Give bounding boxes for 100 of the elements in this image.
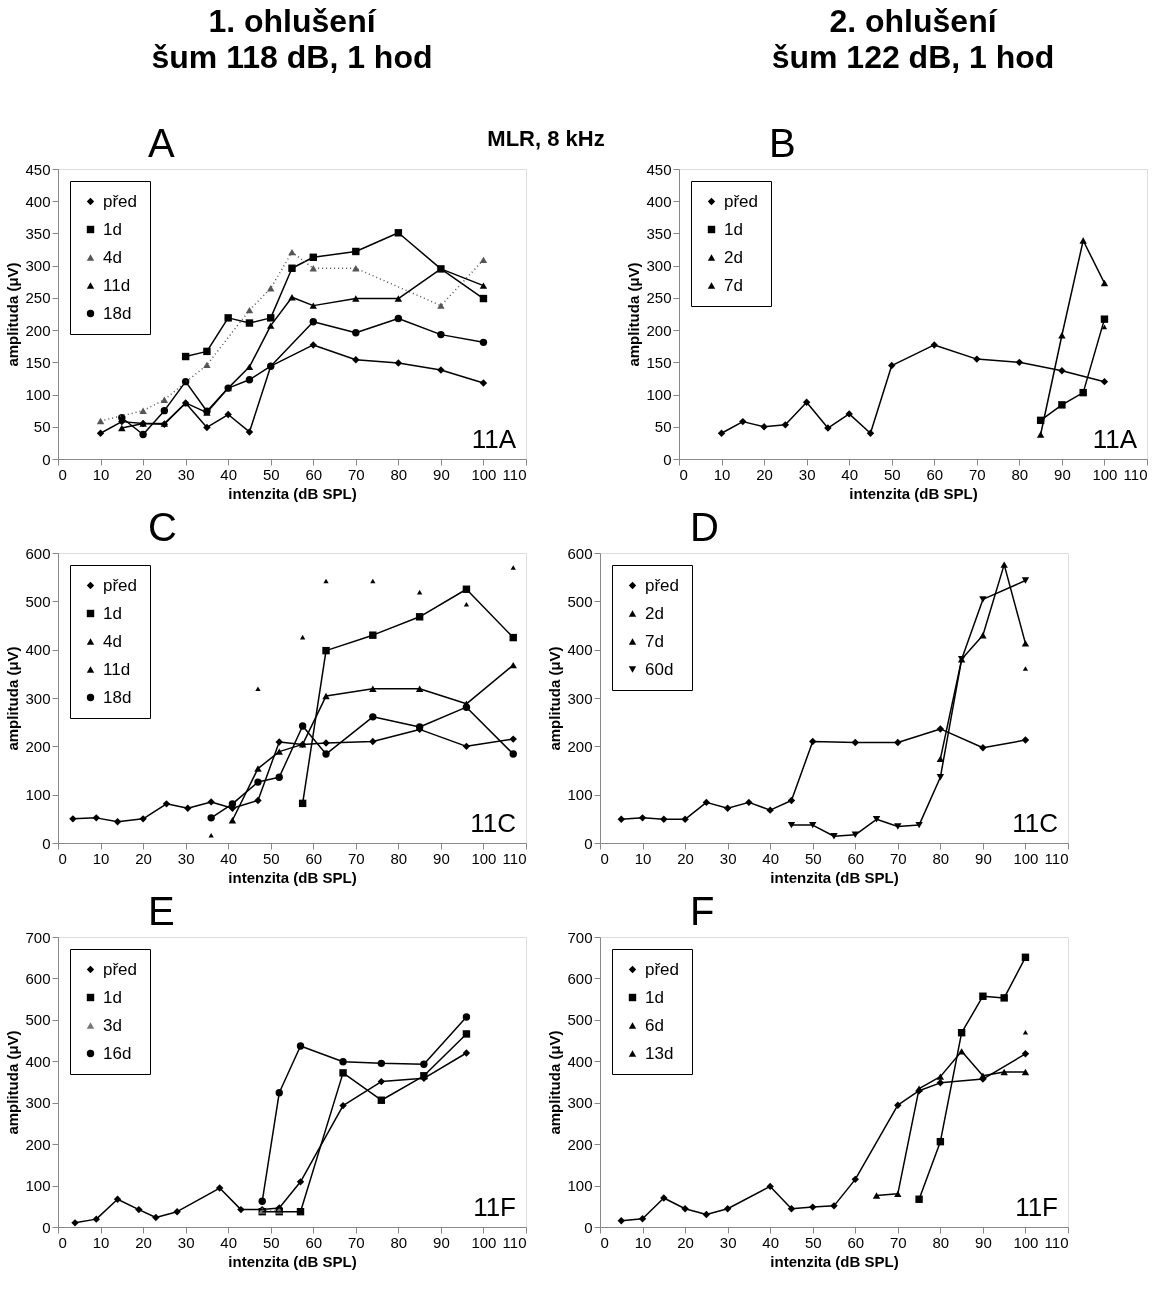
x-tick-label: 50 — [262, 465, 280, 483]
y-tick-label: 200 — [567, 1135, 593, 1153]
x-tick-label: 110 — [1123, 465, 1148, 483]
x-tick-label: 90 — [1054, 465, 1071, 483]
x-tick-label: 0 — [600, 849, 609, 867]
x-tick-label: 10 — [713, 465, 731, 483]
legend-label: 7d — [724, 275, 743, 295]
y-tick-label: 300 — [567, 1094, 593, 1112]
x-tick-label: 90 — [433, 1233, 450, 1251]
y-tick-label: 0 — [584, 1218, 593, 1236]
x-tick-label: 70 — [347, 465, 365, 483]
x-tick-label: 10 — [92, 465, 110, 483]
y-tick-label: 100 — [25, 1177, 51, 1195]
chart-subtitle: E — [148, 889, 175, 933]
y-tick-label: 300 — [25, 1094, 51, 1112]
chart-title: 1. ohlušení šum 118 dB, 1 hod — [151, 3, 433, 75]
y-tick-label: 0 — [42, 450, 51, 468]
x-tick-label: 60 — [847, 1233, 865, 1251]
chart-subtitle: F — [690, 889, 715, 933]
y-tick-label: 100 — [567, 786, 593, 804]
y-tick-label: 600 — [25, 969, 51, 987]
x-tick-label: 40 — [220, 849, 238, 867]
y-tick-label: 500 — [567, 1011, 593, 1029]
y-tick-label: 400 — [25, 641, 51, 659]
legend-label: 1d — [103, 219, 122, 239]
y-tick-label: 250 — [25, 289, 51, 307]
y-tick-label: 600 — [567, 544, 593, 562]
x-tick-label: 80 — [932, 849, 950, 867]
y-tick-label: 300 — [25, 257, 51, 275]
x-tick-label: 30 — [177, 465, 195, 483]
y-tick-label: 200 — [25, 737, 51, 755]
y-tick-label: 150 — [25, 353, 51, 371]
y-tick-label: 400 — [567, 1052, 593, 1070]
legend-label: 4d — [103, 247, 122, 267]
x-axis-title: intenzita (dB SPL) — [228, 1252, 357, 1270]
legend-label: 1d — [724, 219, 743, 239]
y-tick-label: 0 — [584, 834, 593, 852]
x-tick-label: 100 — [1013, 1233, 1039, 1251]
y-tick-label: 100 — [25, 786, 51, 804]
legend-label: před — [103, 575, 138, 595]
legend-label: před — [724, 191, 759, 211]
x-tick-label: 110 — [1044, 1233, 1069, 1251]
y-axis-title: amplituda (μV) — [625, 262, 643, 367]
y-tick-label: 200 — [25, 1135, 51, 1153]
chart-subtitle: B — [769, 121, 796, 165]
legend-label: 1d — [103, 987, 122, 1007]
y-tick-label: 0 — [663, 450, 672, 468]
x-tick-label: 10 — [92, 849, 110, 867]
y-tick-label: 200 — [567, 737, 593, 755]
y-tick-label: 100 — [567, 1177, 593, 1195]
x-tick-label: 90 — [433, 465, 450, 483]
x-axis-title: intenzita (dB SPL) — [228, 484, 357, 502]
x-tick-label: 30 — [177, 1233, 195, 1251]
y-tick-label: 350 — [646, 224, 672, 242]
x-tick-label: 40 — [762, 1233, 780, 1251]
legend-label: 7d — [645, 631, 664, 651]
x-tick-label: 60 — [305, 1233, 323, 1251]
x-tick-label: 40 — [841, 465, 859, 483]
legend-label: 6d — [645, 1015, 664, 1035]
annotation: 11C — [470, 808, 516, 838]
legend-label: 2d — [724, 247, 743, 267]
chart-title: 2. ohlušení šum 122 dB, 1 hod — [771, 3, 1055, 75]
x-tick-label: 70 — [347, 849, 365, 867]
annotation: 11F — [1015, 1192, 1058, 1222]
y-tick-label: 150 — [646, 353, 672, 371]
y-tick-label: 350 — [25, 224, 51, 242]
x-tick-label: 100 — [471, 465, 497, 483]
x-tick-label: 90 — [975, 849, 992, 867]
x-tick-label: 30 — [177, 849, 195, 867]
x-tick-label: 30 — [798, 465, 816, 483]
x-tick-label: 110 — [502, 1233, 527, 1251]
y-tick-label: 500 — [567, 592, 593, 610]
y-tick-label: 700 — [567, 928, 593, 946]
legend-label: před — [645, 959, 680, 979]
y-tick-label: 450 — [25, 160, 51, 178]
x-axis-title: intenzita (dB SPL) — [770, 868, 899, 886]
legend-label: 1d — [645, 987, 664, 1007]
x-tick-label: 0 — [679, 465, 688, 483]
y-tick-label: 500 — [25, 592, 51, 610]
legend-label: 13d — [645, 1043, 674, 1063]
y-tick-label: 100 — [646, 386, 672, 404]
x-tick-label: 20 — [135, 1233, 152, 1251]
x-tick-label: 100 — [471, 1233, 497, 1251]
x-tick-label: 20 — [677, 1233, 694, 1251]
x-tick-label: 90 — [975, 1233, 992, 1251]
x-tick-label: 50 — [262, 849, 280, 867]
legend-label: 11d — [103, 275, 131, 295]
y-axis-title: amplituda (μV) — [4, 646, 22, 751]
y-tick-label: 400 — [25, 1052, 51, 1070]
annotation: 11C — [1012, 808, 1058, 838]
x-tick-label: 110 — [502, 465, 527, 483]
chart-subtitle: D — [690, 505, 719, 549]
x-tick-label: 110 — [502, 849, 527, 867]
legend-label: 3d — [103, 1015, 122, 1035]
y-tick-label: 0 — [42, 1218, 51, 1236]
x-tick-label: 10 — [634, 1233, 652, 1251]
y-axis-title: amplituda (μV) — [546, 1030, 564, 1135]
x-tick-label: 80 — [1011, 465, 1029, 483]
y-axis-title: amplituda (μV) — [546, 646, 564, 751]
annotation: 11A — [471, 424, 517, 454]
